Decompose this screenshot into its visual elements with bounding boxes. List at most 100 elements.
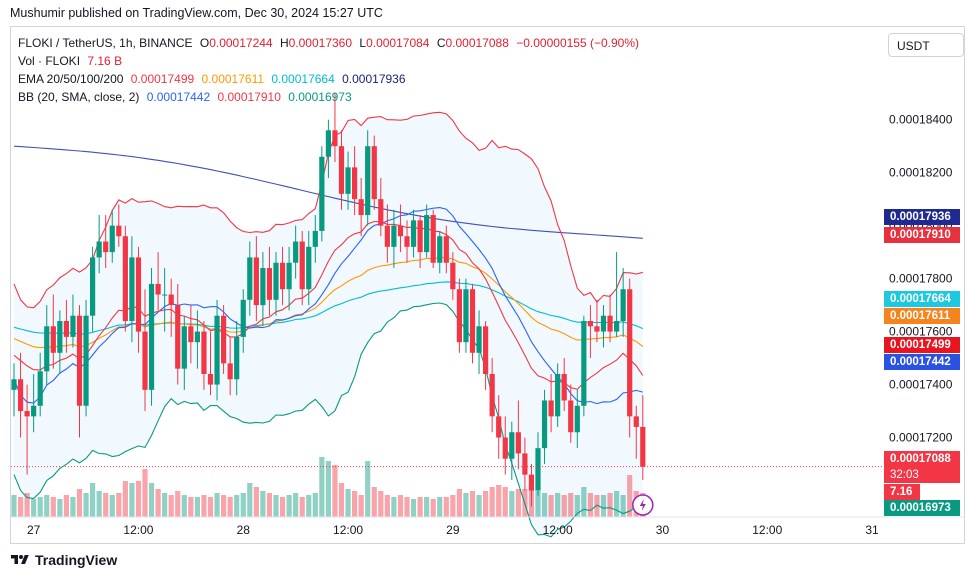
legend-bb-row[interactable]: BB (20, SMA, close, 2) 0.00017442 0.0001… <box>18 88 639 106</box>
candle-body <box>332 130 338 147</box>
currency-selector[interactable]: USDT <box>888 33 964 57</box>
candle <box>221 305 227 374</box>
candle <box>83 299 89 417</box>
candle <box>502 416 508 475</box>
candle <box>581 315 587 417</box>
candle <box>496 395 502 459</box>
candle-body <box>207 373 214 385</box>
volume-bar <box>162 493 168 517</box>
candle-body <box>214 315 220 385</box>
candle-body <box>175 305 181 369</box>
time-axis-tick-label: 28 <box>237 523 251 537</box>
chart-legend: FLOKI / TetherUS, 1h, BINANCE O0.0001724… <box>18 34 639 106</box>
candle <box>345 151 351 210</box>
candle-body <box>286 262 292 290</box>
volume-bar <box>201 495 207 517</box>
volume-bar <box>221 495 227 517</box>
candle-body <box>555 373 561 417</box>
candle-body <box>299 241 305 290</box>
legend-volume-row[interactable]: Vol · FLOKI 7.16 B <box>18 52 639 70</box>
bb-lower-price-tag: 0.00016973 <box>884 500 960 516</box>
candle-body <box>352 167 358 200</box>
candle-body <box>397 225 404 237</box>
legend-symbol-row[interactable]: FLOKI / TetherUS, 1h, BINANCE O0.0001724… <box>18 34 639 52</box>
candle-body <box>312 230 318 247</box>
volume-bar <box>365 461 371 517</box>
volume-bar <box>515 489 521 517</box>
time-axis-tick-label: 12:00 <box>123 523 153 537</box>
candle-body <box>640 426 646 467</box>
volume-bar <box>463 493 469 517</box>
candle <box>437 230 443 274</box>
candle <box>234 321 240 396</box>
volume-bar <box>358 495 364 517</box>
candle-body <box>142 331 148 390</box>
volume-bar <box>345 489 351 517</box>
volume-bar <box>338 483 345 517</box>
bar-countdown: 32:03 <box>884 467 960 483</box>
volume-bar <box>555 493 561 517</box>
candle <box>633 405 639 459</box>
candle-body <box>600 315 607 332</box>
candle <box>568 384 574 443</box>
volume-bar <box>469 491 476 517</box>
volume-bar <box>378 491 384 517</box>
candle-body <box>90 257 96 316</box>
volume-bar <box>188 497 194 517</box>
candle-body <box>50 326 56 353</box>
price-axis-tick-label: 0.00018400 <box>889 113 953 127</box>
candle-body <box>502 437 508 459</box>
volume-bar <box>116 493 122 517</box>
candle <box>155 252 161 311</box>
candle <box>312 215 318 263</box>
candle-body <box>293 241 299 263</box>
bollinger-band-fill <box>14 112 643 537</box>
candle <box>247 241 253 316</box>
tradingview-logo[interactable]: TradingView <box>10 552 117 568</box>
price-chart[interactable]: 0.00017200 0.00017400 0.00017600 0.00017800… <box>11 27 964 543</box>
candle-body <box>116 225 122 237</box>
volume-value: 7.16 B <box>87 54 123 68</box>
volume-bar <box>312 493 318 517</box>
candle-body <box>234 336 240 380</box>
candle-body <box>63 321 69 337</box>
candle <box>410 209 417 258</box>
candle <box>443 225 449 274</box>
candle-body <box>148 283 155 390</box>
candle <box>463 278 469 353</box>
candle-body <box>568 400 574 433</box>
candle <box>37 352 43 417</box>
volume-bar <box>332 465 338 517</box>
candle-body <box>221 315 227 364</box>
candle-body <box>247 257 253 300</box>
candle-body <box>633 416 639 427</box>
candle-body <box>260 268 266 306</box>
ema20-line <box>13 220 644 390</box>
candle <box>168 278 174 337</box>
candle-body <box>496 416 502 438</box>
candle <box>640 395 646 480</box>
candle-body <box>614 321 620 332</box>
candle <box>76 305 83 438</box>
volume-bar <box>620 495 626 517</box>
volume-bar <box>247 483 253 517</box>
volume-bar <box>293 493 299 517</box>
bb-basis-line <box>13 207 643 405</box>
volume-bar <box>273 495 279 517</box>
candle <box>11 363 17 417</box>
price-axis-tick-label: 0.00017800 <box>889 272 953 286</box>
volume-bar <box>502 487 508 517</box>
ema20-value: 0.00017499 <box>130 72 195 86</box>
volume-bar <box>489 487 495 517</box>
candle-body <box>83 315 89 406</box>
candle <box>96 215 102 274</box>
volume-bar <box>135 481 142 517</box>
candle-body <box>417 220 423 253</box>
candle <box>240 289 246 353</box>
legend-ema-row[interactable]: EMA 20/50/100/200 0.00017499 0.00017611 … <box>18 70 639 88</box>
change-value: −0.00000155 (−0.90%) <box>516 36 639 50</box>
candle-body <box>358 199 364 216</box>
volume-bar <box>483 491 489 517</box>
candle <box>24 384 30 475</box>
time-axis-tick-label: 12:00 <box>752 523 782 537</box>
